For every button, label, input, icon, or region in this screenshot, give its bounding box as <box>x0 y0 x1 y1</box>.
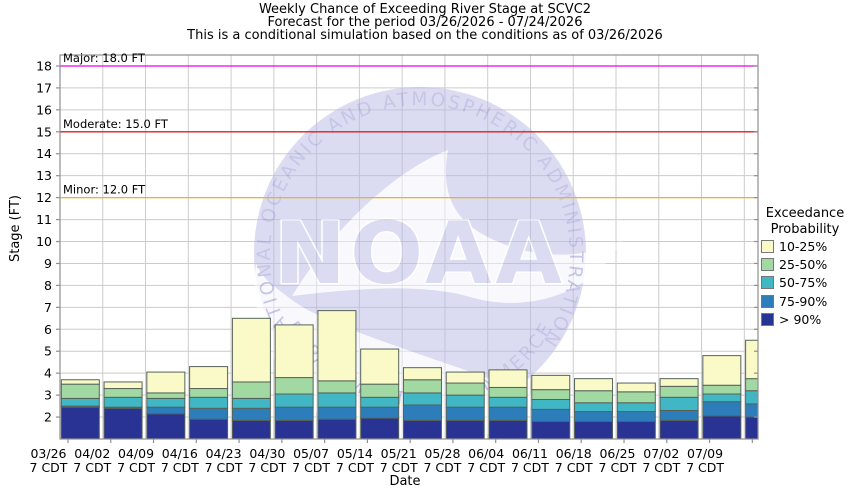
legend-swatch <box>761 294 774 308</box>
legend-item: 10-25% <box>761 237 850 255</box>
svg-text:05/147 CDT: 05/14 7 CDT <box>336 446 374 475</box>
legend-label: 50-75% <box>779 275 828 291</box>
legend: Exceedance Probability 10-25% 25-50% 50-75… <box>761 206 850 328</box>
svg-text:17: 17 <box>36 80 52 95</box>
svg-text:04/027 CDT: 04/02 7 CDT <box>73 446 111 475</box>
svg-text:3: 3 <box>44 388 52 403</box>
bar-04/16 <box>189 366 229 439</box>
bar-05/07 <box>317 310 357 439</box>
bar-06/04 <box>488 369 528 439</box>
svg-text:13: 13 <box>36 168 52 183</box>
legend-label: 25-50% <box>779 256 828 272</box>
legend-label: 75-90% <box>779 293 828 309</box>
svg-text:11: 11 <box>36 212 52 227</box>
legend-title-line2: Probability <box>770 221 840 237</box>
svg-text:06/047 CDT: 06/04 7 CDT <box>467 446 505 475</box>
bar-07/09 <box>702 355 742 439</box>
legend-label: 10-25% <box>779 238 828 254</box>
x-axis-title: Date <box>389 474 421 489</box>
svg-text:06/257 CDT: 06/25 7 CDT <box>599 446 637 475</box>
svg-text:8: 8 <box>44 278 52 293</box>
svg-text:03/267 CDT: 03/26 7 CDT <box>30 446 68 475</box>
svg-text:06/187 CDT: 06/18 7 CDT <box>555 446 593 475</box>
legend-swatch <box>761 276 774 290</box>
svg-text:07/097 CDT: 07/09 7 CDT <box>686 446 724 475</box>
bar-04/30 <box>274 324 314 439</box>
svg-text:04/167 CDT: 04/16 7 CDT <box>161 446 199 475</box>
legend-item: > 90% <box>761 310 850 328</box>
svg-text:05/217 CDT: 05/21 7 CDT <box>380 446 418 475</box>
svg-text:04/237 CDT: 04/23 7 CDT <box>205 446 243 475</box>
svg-text:04/097 CDT: 04/09 7 CDT <box>117 446 155 475</box>
axis-ticks <box>56 65 758 443</box>
refline-label-moderate: Moderate: 15.0 FT <box>63 117 169 131</box>
svg-text:04/307 CDT: 04/30 7 CDT <box>248 446 286 475</box>
legend-item: 75-90% <box>761 292 850 310</box>
bar-04/02 <box>103 381 143 439</box>
bars <box>60 310 758 439</box>
chart-title: Weekly Chance of Exceeding River Stage a… <box>258 2 592 17</box>
svg-text:12: 12 <box>36 190 52 205</box>
bar-05/28 <box>445 371 485 439</box>
svg-text:14: 14 <box>36 146 52 161</box>
chart-subtitle-period: Forecast for the period 03/26/2026 - 07/… <box>267 15 583 30</box>
plot-frame <box>59 54 759 440</box>
refline-label-minor: Minor: 12.0 FT <box>63 183 146 197</box>
svg-text:5: 5 <box>44 344 52 359</box>
noaa-watermark: NOAANATIONAL OCEANIC AND ATMOSPHERIC ADM… <box>254 87 622 449</box>
bar-03/26 <box>60 379 100 439</box>
bar-06/18 <box>574 378 614 439</box>
legend-swatch <box>761 257 774 271</box>
bar-05/21 <box>402 367 442 439</box>
svg-text:10: 10 <box>36 234 52 249</box>
svg-text:15: 15 <box>36 124 52 139</box>
legend-title-line1: Exceedance <box>765 206 845 221</box>
bar-05/14 <box>360 348 400 439</box>
refline-label-major: Major: 18.0 FT <box>63 51 146 65</box>
svg-text:7: 7 <box>44 300 52 315</box>
bar-partial <box>745 339 758 439</box>
svg-text:16: 16 <box>36 102 52 117</box>
svg-text:9: 9 <box>44 256 52 271</box>
bar-06/11 <box>531 374 571 439</box>
bar-07/02 <box>659 378 699 439</box>
svg-text:6: 6 <box>44 322 52 337</box>
y-axis-title: Stage (FT) <box>8 195 23 263</box>
legend-item: 50-75% <box>761 274 850 292</box>
svg-text:NOAA: NOAA <box>274 204 566 304</box>
svg-text:06/117 CDT: 06/11 7 CDT <box>511 446 549 475</box>
chart-subtitle-condition: This is a conditional simulation based o… <box>187 28 663 43</box>
legend-swatch <box>761 239 774 253</box>
bar-04/09 <box>146 371 186 439</box>
bar-04/23 <box>231 317 271 439</box>
svg-text:05/077 CDT: 05/07 7 CDT <box>292 446 330 475</box>
svg-text:07/027 CDT: 07/02 7 CDT <box>642 446 680 475</box>
svg-text:4: 4 <box>44 366 52 381</box>
svg-text:2: 2 <box>44 410 52 425</box>
bar-06/25 <box>616 382 656 439</box>
y-tick-labels: 2 3 4 5 6 7 8 9 10 11 12 13 14 15 16 17 18 <box>36 58 52 424</box>
svg-text:05/287 CDT: 05/28 7 CDT <box>423 446 461 475</box>
svg-text:18: 18 <box>36 58 52 73</box>
legend-swatch <box>761 312 774 326</box>
legend-label: > 90% <box>779 311 822 327</box>
legend-item: 25-50% <box>761 255 850 273</box>
